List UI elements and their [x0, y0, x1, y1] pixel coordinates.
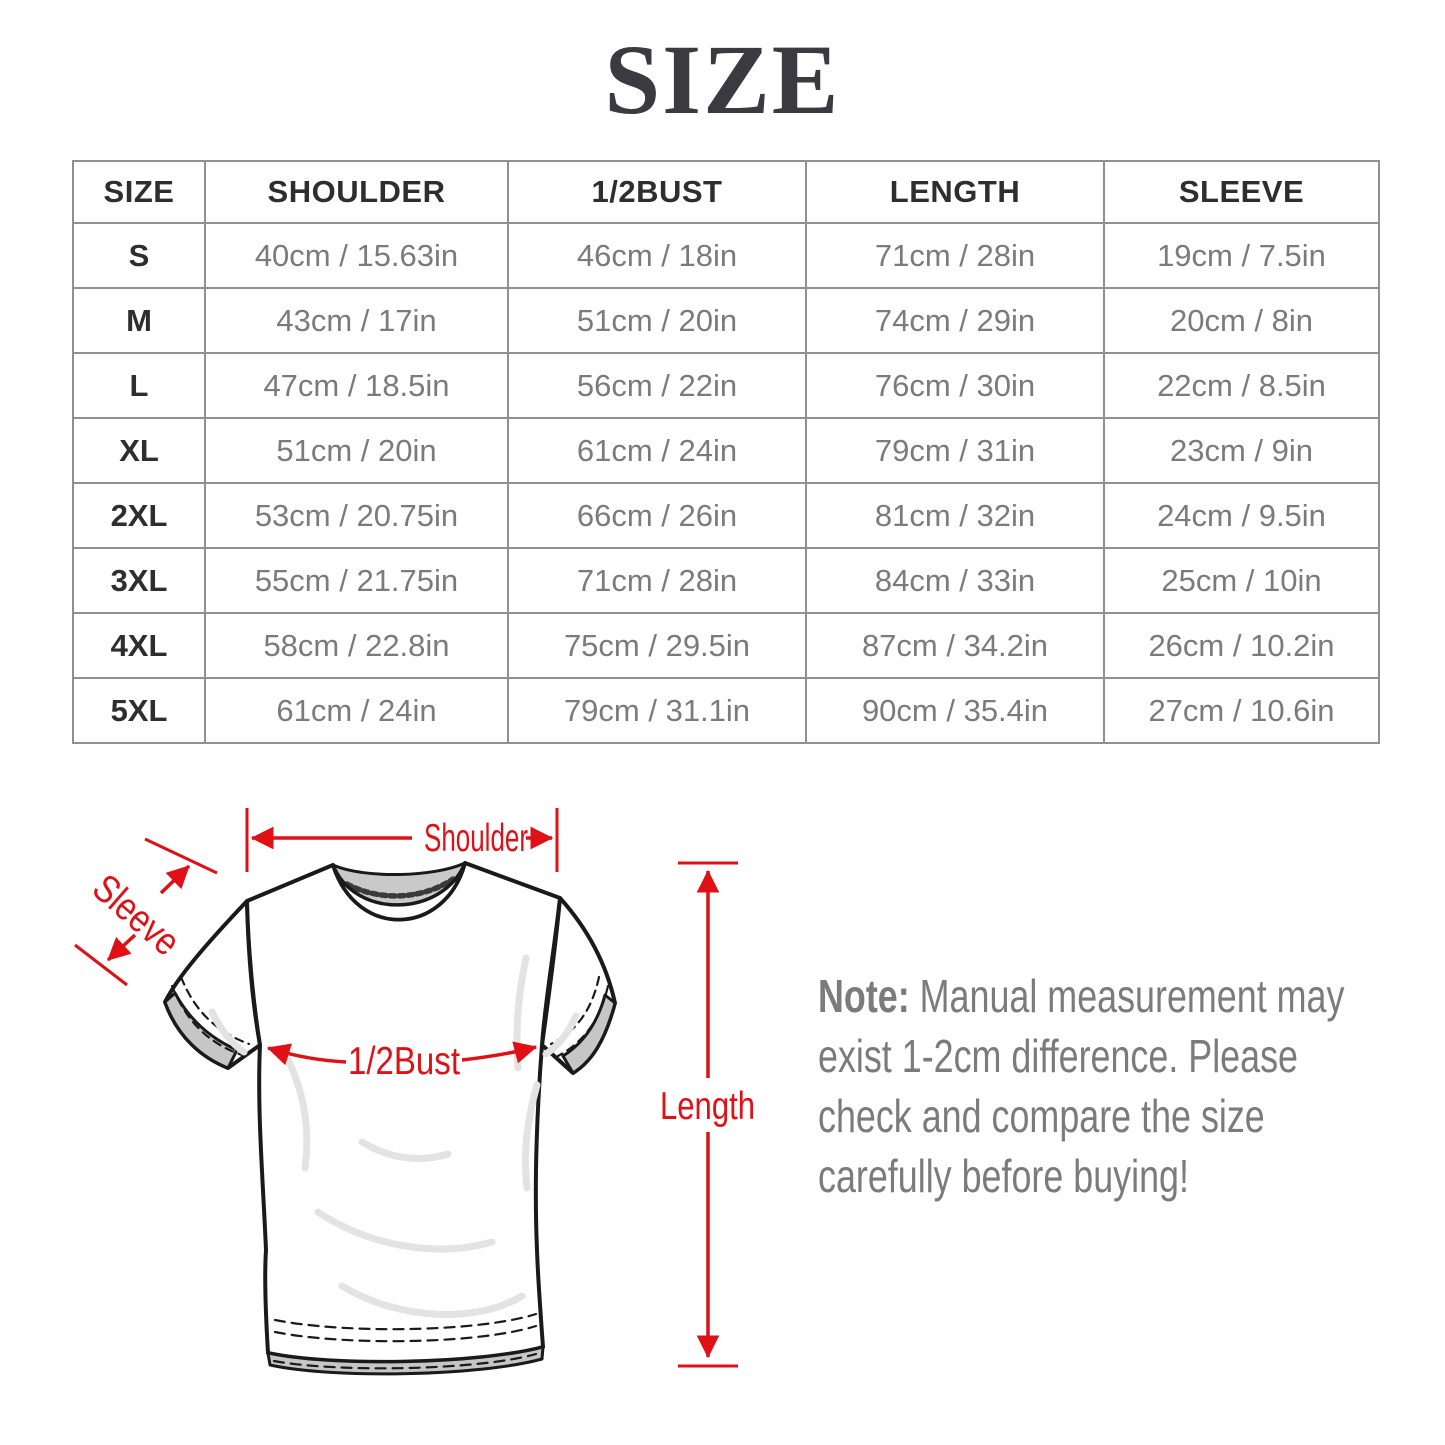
tshirt-body [245, 861, 562, 1364]
note-line: carefully before buying! [818, 1150, 1189, 1202]
table-row: S 40cm / 15.63in 46cm / 18in 71cm / 28in… [72, 222, 1380, 289]
bust-value: 46cm / 18in [507, 222, 807, 289]
table-header-row: SIZE SHOULDER 1/2BUST LENGTH SLEEVE [72, 160, 1380, 224]
size-label: S [72, 222, 206, 289]
tshirt-illustration [163, 861, 617, 1376]
size-table: SIZE SHOULDER 1/2BUST LENGTH SLEEVE S 40… [72, 160, 1380, 744]
page-title: SIZE [604, 24, 841, 135]
table-row: 3XL 55cm / 21.75in 71cm / 28in 84cm / 33… [72, 547, 1380, 614]
note-label: Note: [818, 970, 910, 1022]
length-value: 71cm / 28in [805, 222, 1105, 289]
bust-value: 61cm / 24in [507, 417, 807, 484]
sleeve-extent-tick [144, 837, 218, 875]
col-header-sleeve: SLEEVE [1103, 160, 1380, 224]
bust-annotation: 1/2Bust [266, 1040, 538, 1083]
length-value: 84cm / 33in [805, 547, 1105, 614]
length-value: 76cm / 30in [805, 352, 1105, 419]
tshirt-left-cuff-stitch [179, 975, 251, 1046]
size-label: 5XL [72, 677, 206, 744]
note-line: Note: Manual measurement may [818, 966, 1380, 1026]
col-header-length: LENGTH [805, 160, 1105, 224]
tshirt-hem-band-stitch [272, 1352, 538, 1370]
shoulder-value: 40cm / 15.63in [204, 222, 509, 289]
table-row: 2XL 53cm / 20.75in 66cm / 26in 81cm / 32… [72, 482, 1380, 549]
shoulder-value: 61cm / 24in [204, 677, 509, 744]
sleeve-extent-tick [74, 943, 128, 987]
sleeve-value: 24cm / 9.5in [1103, 482, 1380, 549]
length-label: Length [660, 1085, 755, 1128]
sleeve-value: 19cm / 7.5in [1103, 222, 1380, 289]
tshirt-left-cuff-stitch [170, 984, 244, 1057]
shoulder-value: 51cm / 20in [204, 417, 509, 484]
size-label: L [72, 352, 206, 419]
tshirt-hem-stitch [273, 1324, 538, 1343]
size-label: 4XL [72, 612, 206, 679]
col-header-bust: 1/2BUST [507, 160, 807, 224]
sleeve-value: 20cm / 8in [1103, 287, 1380, 354]
sleeve-value: 27cm / 10.6in [1103, 677, 1380, 744]
table-row: L 47cm / 18.5in 56cm / 22in 76cm / 30in … [72, 352, 1380, 419]
shoulder-label: Shoulder [424, 817, 528, 860]
bust-label: 1/2Bust [348, 1040, 460, 1083]
length-value: 74cm / 29in [805, 287, 1105, 354]
length-value: 87cm / 34.2in [805, 612, 1105, 679]
shoulder-value: 47cm / 18.5in [204, 352, 509, 419]
table-row: XL 51cm / 20in 61cm / 24in 79cm / 31in 2… [72, 417, 1380, 484]
bust-arrow [266, 1043, 347, 1066]
length-value: 81cm / 32in [805, 482, 1105, 549]
shoulder-value: 43cm / 17in [204, 287, 509, 354]
shoulder-value: 53cm / 20.75in [204, 482, 509, 549]
bust-value: 79cm / 31.1in [507, 677, 807, 744]
sleeve-arrow [106, 933, 137, 962]
bust-value: 75cm / 29.5in [507, 612, 807, 679]
sleeve-value: 22cm / 8.5in [1103, 352, 1380, 419]
col-header-size: SIZE [72, 160, 206, 224]
note-line: check and compare the size [818, 1090, 1265, 1142]
length-value: 90cm / 35.4in [805, 677, 1105, 744]
bust-value: 51cm / 20in [507, 287, 807, 354]
shoulder-value: 55cm / 21.75in [204, 547, 509, 614]
bust-value: 56cm / 22in [507, 352, 807, 419]
note-text: Note: Manual measurement may exist 1-2cm… [818, 966, 1380, 1206]
length-value: 79cm / 31in [805, 417, 1105, 484]
sleeve-value: 25cm / 10in [1103, 547, 1380, 614]
tshirt-hem-band [266, 1345, 545, 1376]
table-row: 4XL 58cm / 22.8in 75cm / 29.5in 87cm / 3… [72, 612, 1380, 679]
tshirt-right-cuff-stitch [556, 984, 610, 1058]
note-line: exist 1-2cm difference. Please [818, 1030, 1298, 1082]
table-row: M 43cm / 17in 51cm / 20in 74cm / 29in 20… [72, 287, 1380, 354]
sleeve-arrow [159, 864, 191, 895]
tshirt-measurement-diagram: Shoulder Sleeve 1/2Bust Length [74, 808, 755, 1376]
size-label: XL [72, 417, 206, 484]
sleeve-value: 26cm / 10.2in [1103, 612, 1380, 679]
shoulder-annotation: Shoulder [245, 808, 559, 872]
bust-value: 71cm / 28in [507, 547, 807, 614]
bust-arrow [461, 1041, 538, 1064]
sleeve-value: 23cm / 9in [1103, 417, 1380, 484]
bust-value: 66cm / 26in [507, 482, 807, 549]
tshirt-hem-stitch [273, 1312, 538, 1331]
size-label: 3XL [72, 547, 206, 614]
note-line-text: Manual measurement may [919, 970, 1345, 1022]
tshirt-collar-band [331, 861, 467, 922]
table-row: 5XL 61cm / 24in 79cm / 31.1in 90cm / 35.… [72, 677, 1380, 744]
shoulder-value: 58cm / 22.8in [204, 612, 509, 679]
size-label: 2XL [72, 482, 206, 549]
length-annotation: Length [660, 861, 755, 1368]
tshirt-collar-stitch [344, 876, 456, 899]
col-header-shoulder: SHOULDER [204, 160, 509, 224]
size-label: M [72, 287, 206, 354]
